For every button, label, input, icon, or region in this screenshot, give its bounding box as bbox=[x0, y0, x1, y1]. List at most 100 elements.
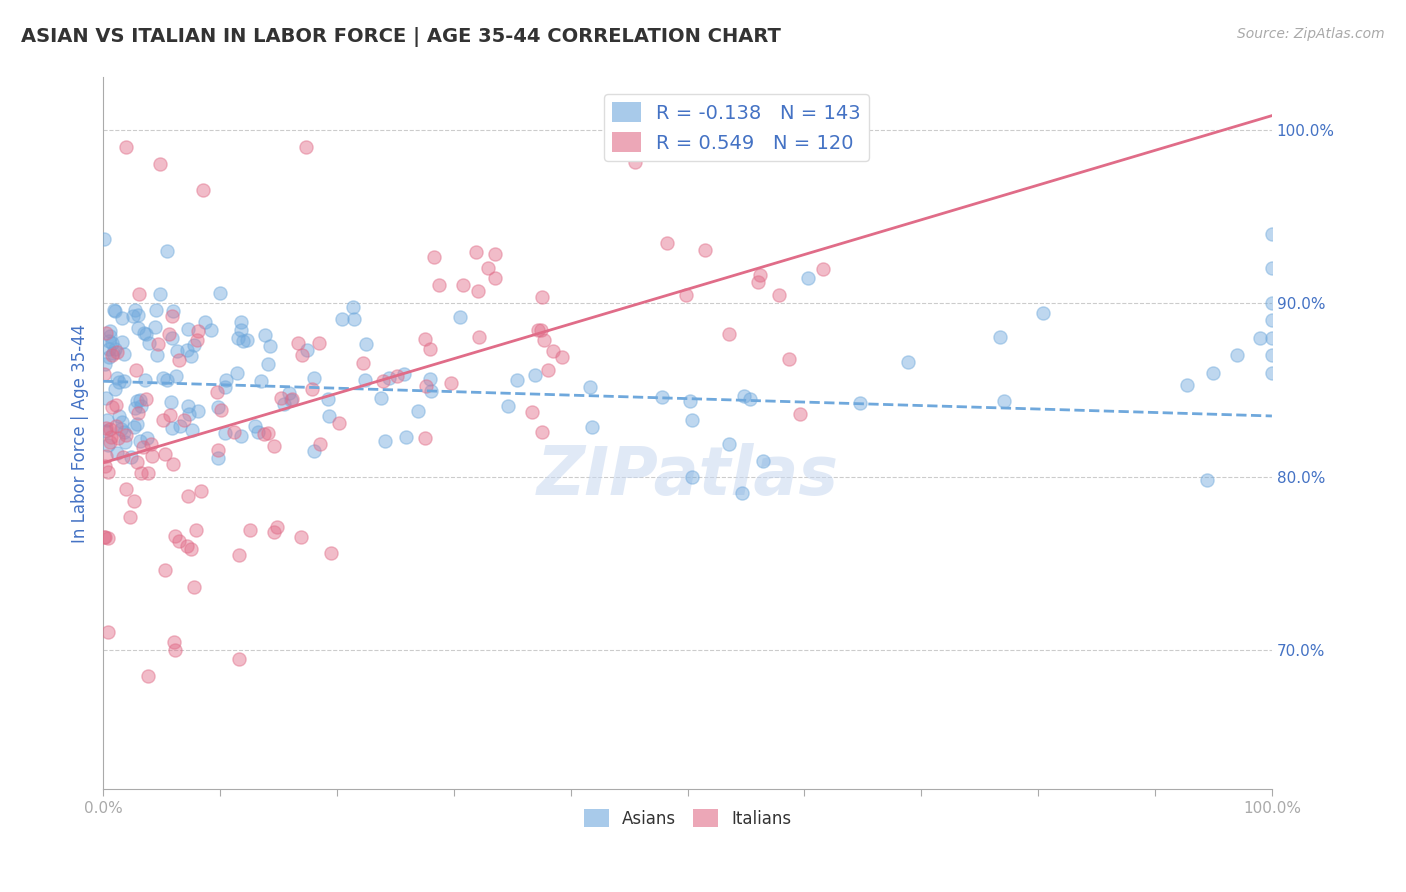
Point bbox=[180, 349, 202, 363]
Point bbox=[246, 425, 269, 439]
Point bbox=[319, 546, 342, 560]
Point bbox=[101, 345, 124, 359]
Point bbox=[152, 413, 174, 427]
Point bbox=[97, 465, 120, 479]
Point bbox=[236, 333, 259, 347]
Point bbox=[354, 373, 377, 387]
Point bbox=[752, 454, 775, 468]
Point bbox=[169, 418, 191, 433]
Point bbox=[121, 309, 143, 323]
Point bbox=[194, 315, 217, 329]
Point bbox=[225, 366, 247, 380]
Point bbox=[747, 275, 769, 289]
Point bbox=[993, 394, 1015, 409]
Point bbox=[718, 437, 741, 451]
Point bbox=[1226, 348, 1249, 362]
Point bbox=[136, 467, 159, 481]
Point bbox=[318, 409, 340, 423]
Point bbox=[624, 155, 647, 169]
Point bbox=[104, 303, 127, 318]
Point bbox=[105, 344, 128, 359]
Point bbox=[100, 328, 122, 343]
Point bbox=[988, 330, 1011, 344]
Point bbox=[533, 334, 555, 348]
Point bbox=[159, 395, 181, 409]
Point bbox=[139, 437, 162, 451]
Point bbox=[104, 382, 127, 396]
Text: ASIAN VS ITALIAN IN LABOR FORCE | AGE 35-44 CORRELATION CHART: ASIAN VS ITALIAN IN LABOR FORCE | AGE 35… bbox=[21, 27, 780, 46]
Point bbox=[467, 284, 489, 298]
Point bbox=[110, 422, 132, 436]
Y-axis label: In Labor Force | Age 35-44: In Labor Force | Age 35-44 bbox=[72, 324, 89, 543]
Point bbox=[768, 288, 790, 302]
Point bbox=[176, 539, 198, 553]
Point bbox=[413, 431, 436, 445]
Point bbox=[371, 374, 394, 388]
Point bbox=[423, 250, 446, 264]
Point bbox=[111, 334, 134, 349]
Point bbox=[343, 312, 366, 326]
Point bbox=[177, 322, 200, 336]
Point bbox=[278, 386, 301, 401]
Point bbox=[316, 392, 339, 406]
Point bbox=[136, 431, 159, 445]
Point bbox=[97, 624, 120, 639]
Point bbox=[165, 368, 187, 383]
Point bbox=[229, 323, 252, 337]
Point bbox=[153, 563, 176, 577]
Point bbox=[270, 391, 292, 405]
Point bbox=[291, 348, 314, 362]
Point bbox=[253, 427, 276, 442]
Point bbox=[127, 406, 149, 420]
Text: Source: ZipAtlas.com: Source: ZipAtlas.com bbox=[1237, 27, 1385, 41]
Point bbox=[149, 157, 172, 171]
Point bbox=[135, 392, 157, 406]
Point bbox=[108, 409, 131, 423]
Point bbox=[651, 391, 673, 405]
Point bbox=[104, 342, 127, 356]
Point bbox=[187, 404, 209, 418]
Point bbox=[257, 357, 280, 371]
Point bbox=[280, 393, 302, 408]
Point bbox=[163, 634, 186, 648]
Point bbox=[789, 407, 811, 421]
Point bbox=[101, 348, 124, 362]
Point bbox=[111, 415, 134, 429]
Point bbox=[115, 482, 138, 496]
Point bbox=[392, 368, 415, 382]
Point bbox=[101, 336, 124, 351]
Point bbox=[180, 541, 202, 556]
Point bbox=[125, 362, 148, 376]
Point bbox=[183, 338, 205, 352]
Point bbox=[105, 419, 128, 434]
Point bbox=[98, 434, 121, 449]
Point bbox=[419, 342, 441, 356]
Point bbox=[136, 669, 159, 683]
Point bbox=[717, 326, 740, 341]
Point bbox=[127, 455, 149, 469]
Point bbox=[290, 530, 312, 544]
Point bbox=[129, 393, 152, 408]
Point bbox=[186, 523, 208, 537]
Point bbox=[127, 321, 149, 335]
Point bbox=[526, 323, 548, 337]
Point bbox=[104, 398, 127, 412]
Point bbox=[693, 244, 716, 258]
Point bbox=[849, 396, 872, 410]
Point bbox=[160, 310, 183, 324]
Point bbox=[107, 431, 129, 445]
Point bbox=[308, 336, 330, 351]
Point bbox=[449, 310, 471, 324]
Point bbox=[167, 353, 190, 368]
Point bbox=[352, 356, 374, 370]
Point bbox=[173, 412, 195, 426]
Point bbox=[524, 368, 547, 383]
Point bbox=[415, 378, 437, 392]
Point bbox=[748, 268, 770, 282]
Point bbox=[177, 400, 200, 414]
Point bbox=[200, 323, 222, 337]
Point bbox=[208, 285, 231, 300]
Point bbox=[273, 397, 295, 411]
Point bbox=[159, 408, 181, 422]
Point bbox=[125, 417, 148, 431]
